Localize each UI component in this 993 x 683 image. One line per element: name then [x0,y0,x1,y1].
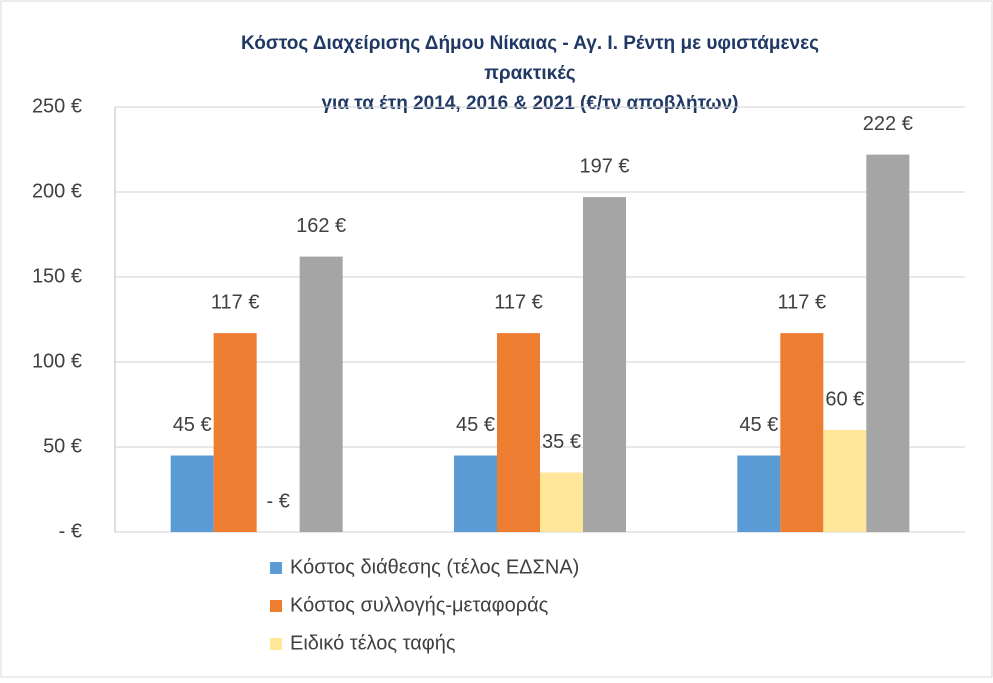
legend-label: Κόστος συλλογής-μεταφοράς [290,594,549,616]
data-label: 197 € [579,155,629,177]
bar [823,430,867,532]
data-label: 45 € [456,414,495,436]
y-tick-label: 100 € [32,350,82,372]
bar [454,455,497,532]
chart-title: Κόστος Διαχείρισης Δήμου Νίκαιας - Αγ. Ι… [241,33,819,54]
chart-title: πρακτικές [484,63,576,84]
data-label: 117 € [778,291,827,313]
data-label: 162 € [296,215,346,237]
y-tick-label: 50 € [43,435,82,457]
data-label: 222 € [863,113,913,135]
legend-swatch [270,562,282,574]
data-label: 45 € [739,414,778,436]
bar [780,333,824,532]
bar [866,154,910,532]
legend-label: Κόστος διάθεσης (τέλος ΕΔΣΝΑ) [290,556,579,578]
y-tick-label: - € [59,520,82,542]
y-tick-label: 150 € [32,265,82,287]
data-label: 60 € [825,388,864,410]
bar [737,455,781,532]
y-tick-label: 200 € [32,180,82,202]
chart-title: για τα έτη 2014, 2016 & 2021 (€/τν αποβλ… [321,93,738,114]
data-label: 117 € [211,291,260,313]
legend-label: Ειδικό τέλος ταφής [290,632,456,654]
bar [583,197,626,532]
bar [213,333,257,532]
bar [497,333,540,532]
data-label: 35 € [542,431,581,453]
bar [299,256,343,532]
data-label: 45 € [173,414,212,436]
y-tick-label: 250 € [32,95,82,117]
legend-swatch [270,638,282,650]
bar [540,472,583,532]
bar [170,455,214,532]
data-label: 117 € [494,291,543,313]
data-label: - € [266,490,289,512]
legend-swatch [270,600,282,612]
